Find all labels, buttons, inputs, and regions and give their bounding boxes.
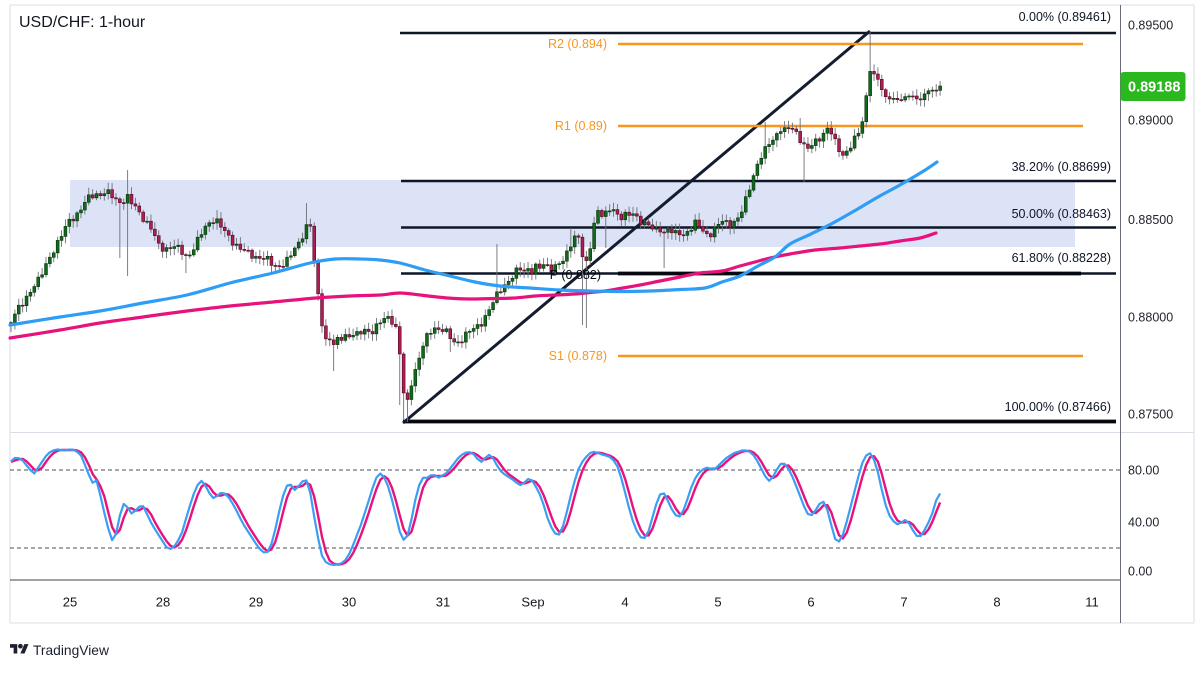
svg-text:0.87500: 0.87500 (1128, 408, 1173, 422)
svg-text:38.20% (0.88699): 38.20% (0.88699) (1012, 160, 1111, 174)
svg-text:0.00: 0.00 (1128, 565, 1152, 579)
svg-text:Sep: Sep (521, 595, 544, 610)
svg-text:USD/CHF: 1-hour: USD/CHF: 1-hour (19, 14, 146, 31)
svg-text:28: 28 (156, 595, 170, 610)
svg-text:30: 30 (342, 595, 356, 610)
svg-text:P (0.882): P (0.882) (550, 268, 601, 282)
svg-text:TradingView: TradingView (33, 643, 109, 658)
svg-text:0.89188: 0.89188 (1128, 80, 1180, 96)
svg-text:7: 7 (900, 595, 907, 610)
svg-text:4: 4 (621, 595, 628, 610)
svg-text:40.00: 40.00 (1128, 516, 1159, 530)
svg-text:25: 25 (63, 595, 77, 610)
svg-text:S1 (0.878): S1 (0.878) (549, 349, 607, 363)
svg-text:50.00% (0.88463): 50.00% (0.88463) (1012, 207, 1111, 221)
svg-text:11: 11 (1085, 595, 1099, 610)
svg-text:31: 31 (436, 595, 450, 610)
svg-text:0.89000: 0.89000 (1128, 114, 1173, 128)
svg-text:29: 29 (249, 595, 263, 610)
svg-text:0.88000: 0.88000 (1128, 310, 1173, 324)
svg-text:R1 (0.89): R1 (0.89) (555, 119, 607, 133)
svg-text:8: 8 (993, 595, 1000, 610)
svg-text:80.00: 80.00 (1128, 464, 1159, 478)
svg-text:0.88500: 0.88500 (1128, 213, 1173, 227)
svg-text:61.80% (0.88228): 61.80% (0.88228) (1012, 251, 1111, 265)
svg-text:R2 (0.894): R2 (0.894) (548, 37, 607, 51)
svg-text:5: 5 (714, 595, 721, 610)
svg-text:0.00% (0.89461): 0.00% (0.89461) (1019, 10, 1111, 24)
svg-text:6: 6 (807, 595, 814, 610)
svg-text:100.00% (0.87466): 100.00% (0.87466) (1005, 400, 1111, 414)
svg-text:0.89500: 0.89500 (1128, 19, 1173, 33)
